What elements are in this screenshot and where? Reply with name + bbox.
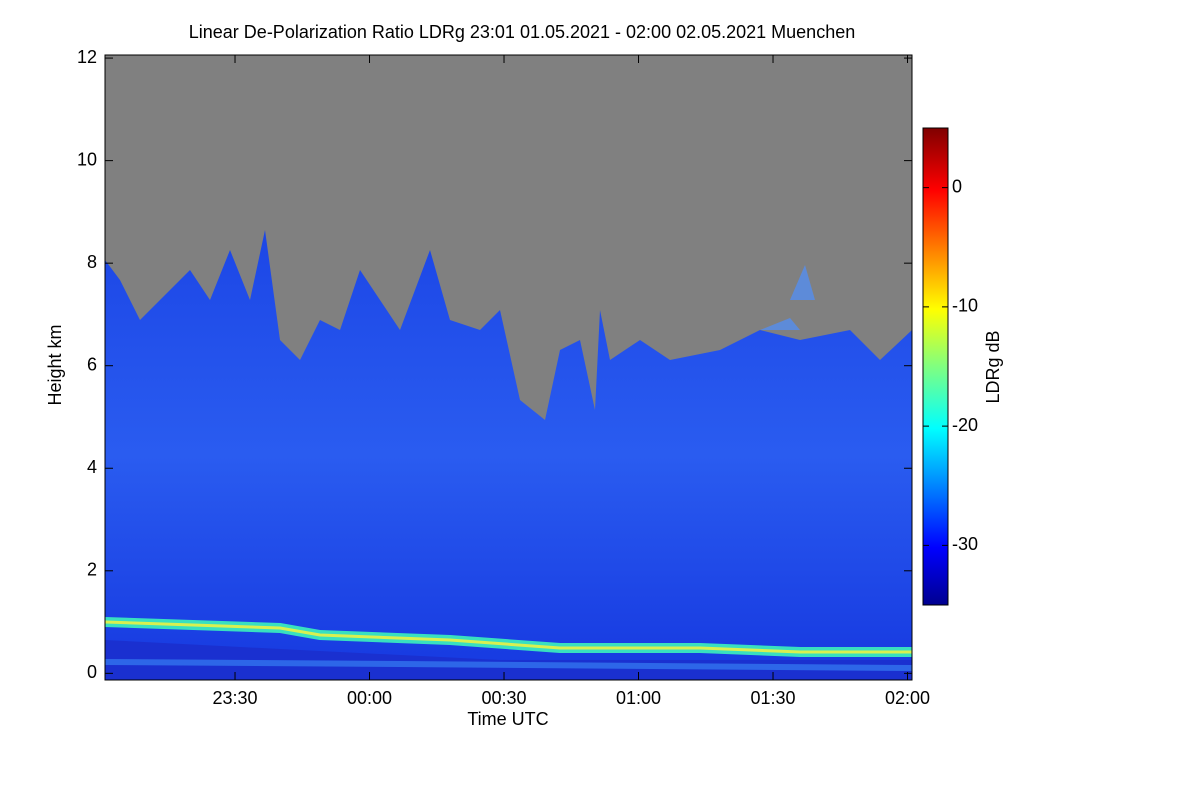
y-tick-label: 0 [87,662,97,682]
y-tick-label: 10 [77,149,97,169]
colorbar-tick-label: -30 [952,534,978,554]
colorbar-tick-label: -10 [952,296,978,316]
x-tick-label: 02:00 [885,688,930,708]
colorbar-tick-label: 0 [952,176,962,196]
colorbar [922,127,949,606]
colorbar-label: LDRg dB [983,330,1003,403]
heatmap-image [104,55,913,680]
colorbar-tick-label: -20 [952,415,978,435]
y-tick-label: 8 [87,252,97,272]
y-axis-label: Height km [45,324,65,405]
x-tick-label: 01:00 [616,688,661,708]
y-tick-label: 4 [87,457,97,477]
y-tick-label: 12 [77,47,97,67]
y-tick-label: 2 [87,560,97,580]
x-tick-label: 01:30 [750,688,795,708]
x-tick-label: 00:00 [347,688,392,708]
x-tick-label: 23:30 [212,688,257,708]
plot-frame [104,54,913,681]
chart-title: Linear De-Polarization Ratio LDRg 23:01 … [189,22,855,42]
x-axis-label: Time UTC [467,709,548,729]
y-tick-label: 6 [87,354,97,374]
x-tick-label: 00:30 [481,688,526,708]
